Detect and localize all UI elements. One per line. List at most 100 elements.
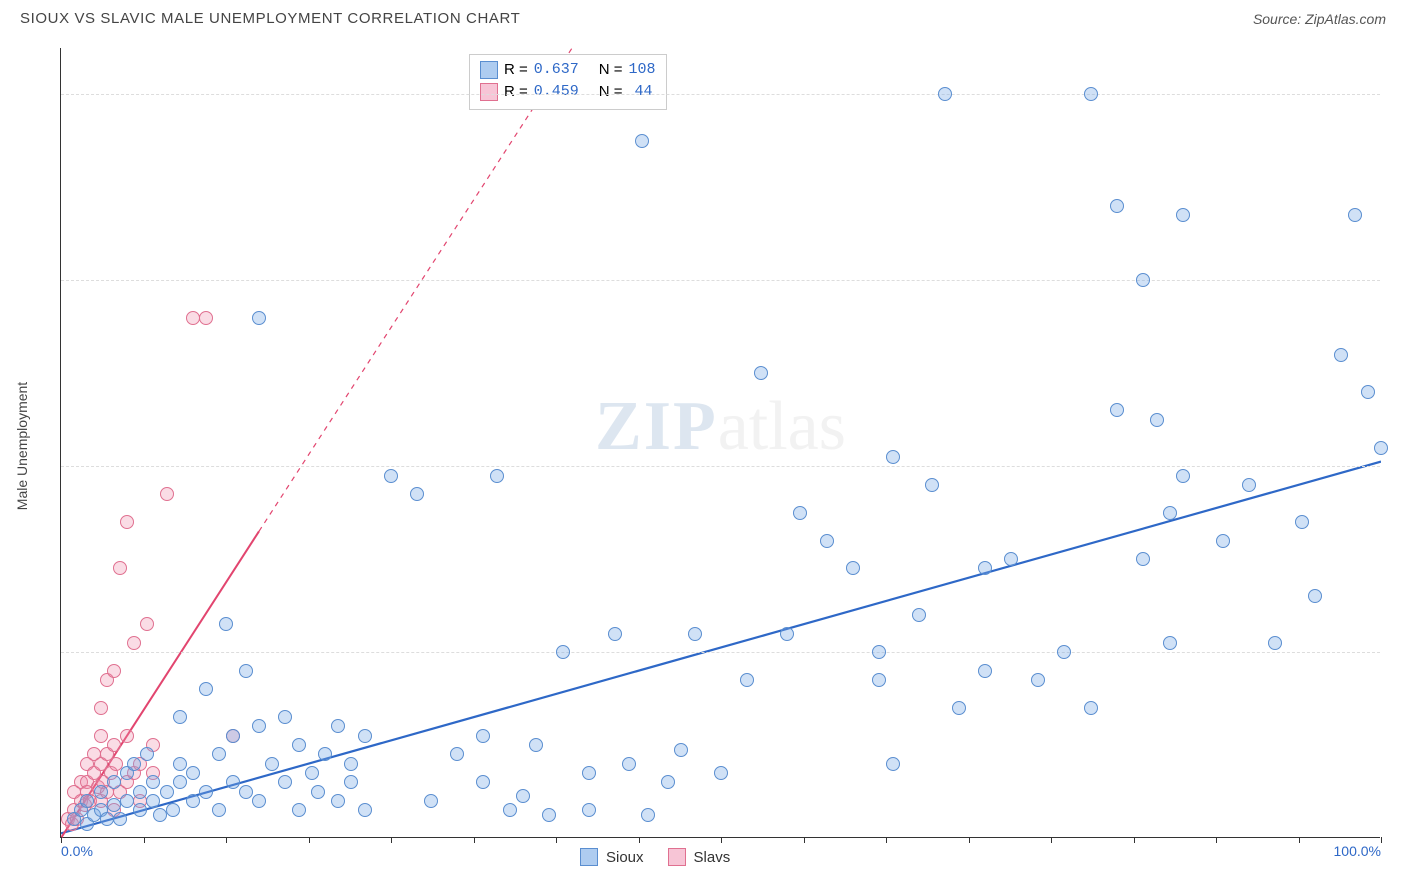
bottom-legend: Sioux Slavs [580,848,730,866]
data-point [133,785,147,799]
data-point [344,775,358,789]
data-point [146,775,160,789]
data-point [127,757,141,771]
data-point [410,487,424,501]
data-point [793,506,807,520]
data-point [107,738,121,752]
data-point [1136,273,1150,287]
data-point [688,627,702,641]
x-tick [1051,837,1052,843]
data-point [113,561,127,575]
data-point [120,794,134,808]
x-tick [556,837,557,843]
x-tick-label: 100.0% [1334,843,1381,859]
data-point [173,775,187,789]
data-point [113,812,127,826]
data-point [358,803,372,817]
y-axis-label: Male Unemployment [14,382,30,510]
data-point [133,803,147,817]
data-point [490,469,504,483]
x-tick [886,837,887,843]
x-tick [309,837,310,843]
gridline [61,94,1380,95]
data-point [872,673,886,687]
x-tick [1134,837,1135,843]
data-point [120,515,134,529]
data-point [608,627,622,641]
data-point [1216,534,1230,548]
data-point [846,561,860,575]
source-attribution: Source: ZipAtlas.com [1253,11,1386,27]
x-tick [639,837,640,843]
x-tick [1299,837,1300,843]
x-tick [969,837,970,843]
data-point [186,311,200,325]
data-point [100,812,114,826]
chart-title: SIOUX VS SLAVIC MALE UNEMPLOYMENT CORREL… [20,10,520,27]
data-point [450,747,464,761]
data-point [107,798,121,812]
data-point [978,664,992,678]
x-tick-label: 0.0% [61,843,93,859]
data-point [239,664,253,678]
x-tick [391,837,392,843]
x-tick [226,837,227,843]
x-tick [1381,837,1382,843]
stat-r-label: R = [504,59,528,81]
data-point [344,757,358,771]
data-point [107,775,121,789]
data-point [622,757,636,771]
data-point [94,729,108,743]
x-tick [474,837,475,843]
data-point [1031,673,1045,687]
data-point [120,729,134,743]
data-point [952,701,966,715]
data-point [1163,636,1177,650]
data-point [226,775,240,789]
data-point [94,785,108,799]
data-point [140,747,154,761]
plot-area: ZIPatlas R = 0.637 N = 108 R = 0.459 N = [60,48,1380,838]
data-point [641,808,655,822]
legend-item-slavs: Slavs [668,848,731,866]
data-point [1308,589,1322,603]
data-point [212,803,226,817]
swatch-blue-icon [580,848,598,866]
data-point [1150,413,1164,427]
data-point [1176,208,1190,222]
data-point [318,747,332,761]
data-point [1361,385,1375,399]
data-point [635,134,649,148]
data-point [127,636,141,650]
data-point [252,719,266,733]
stat-n-label: N = [599,59,623,81]
x-tick [804,837,805,843]
data-point [1084,87,1098,101]
x-tick [721,837,722,843]
data-point [80,794,94,808]
data-point [219,617,233,631]
data-point [166,803,180,817]
legend-item-sioux: Sioux [580,848,644,866]
stats-row-blue: R = 0.637 N = 108 [480,59,656,81]
data-point [912,608,926,622]
data-point [94,701,108,715]
data-point [938,87,952,101]
chart-frame: SIOUX VS SLAVIC MALE UNEMPLOYMENT CORREL… [0,0,1406,892]
data-point [186,794,200,808]
data-point [1348,208,1362,222]
data-point [754,366,768,380]
gridline [61,652,1380,653]
data-point [1004,552,1018,566]
data-point [476,729,490,743]
stats-legend-box: R = 0.637 N = 108 R = 0.459 N = 44 [469,54,667,110]
data-point [872,645,886,659]
data-point [424,794,438,808]
data-point [199,311,213,325]
data-point [1084,701,1098,715]
data-point [1110,199,1124,213]
data-point [212,747,226,761]
data-point [1334,348,1348,362]
data-point [252,794,266,808]
legend-label: Sioux [606,849,644,866]
